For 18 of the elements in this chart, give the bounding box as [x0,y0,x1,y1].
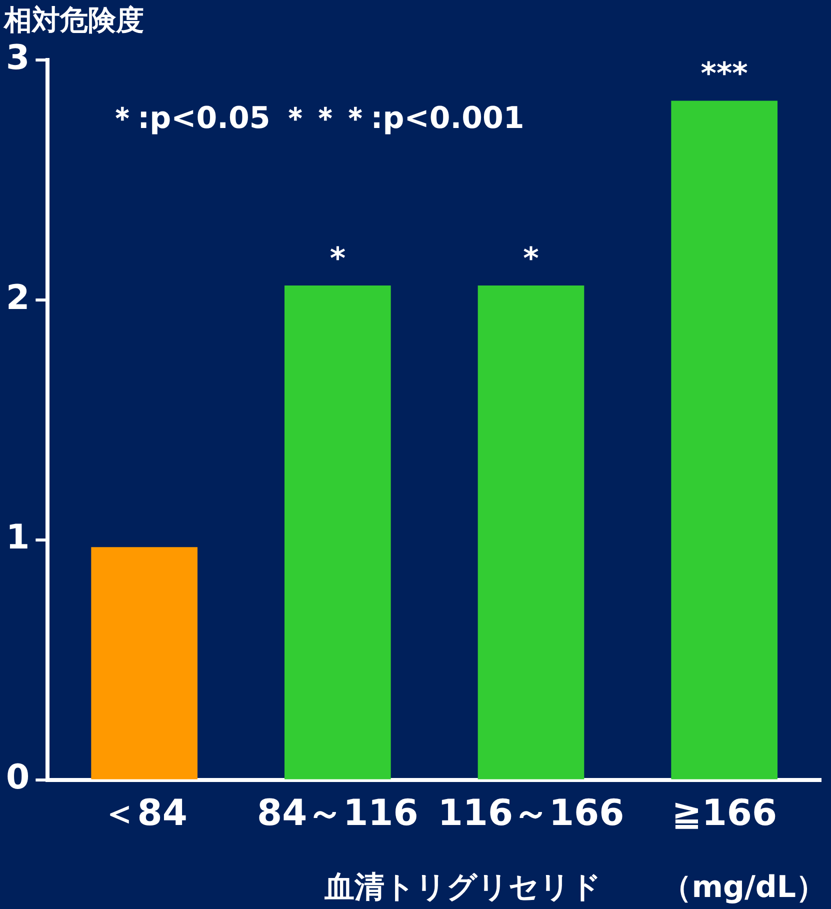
annotation: * [330,241,346,276]
bar [284,286,391,780]
y-tick-label: 2 [6,278,30,318]
x-tick-label: 116～166 [438,792,624,834]
annotation: ＊:p<0.05 ＊＊＊:p<0.001 [108,100,524,136]
y-tick-label: 1 [6,518,30,558]
x-axis-title: 血清トリグリセリド （mg/dL） [324,870,826,905]
y-tick-label: 3 [6,38,30,78]
bar [671,100,778,780]
x-tick-label: ＜84 [101,792,188,834]
annotation: *** [700,56,748,92]
y-tick-label: 0 [6,758,30,798]
x-tick-label: ≧166 [672,792,777,834]
bar [478,286,584,780]
annotation: * [523,241,540,276]
x-tick-label: 84～116 [257,792,418,834]
y-axis-title: 相対危険度 [3,3,144,36]
bar [91,547,198,780]
